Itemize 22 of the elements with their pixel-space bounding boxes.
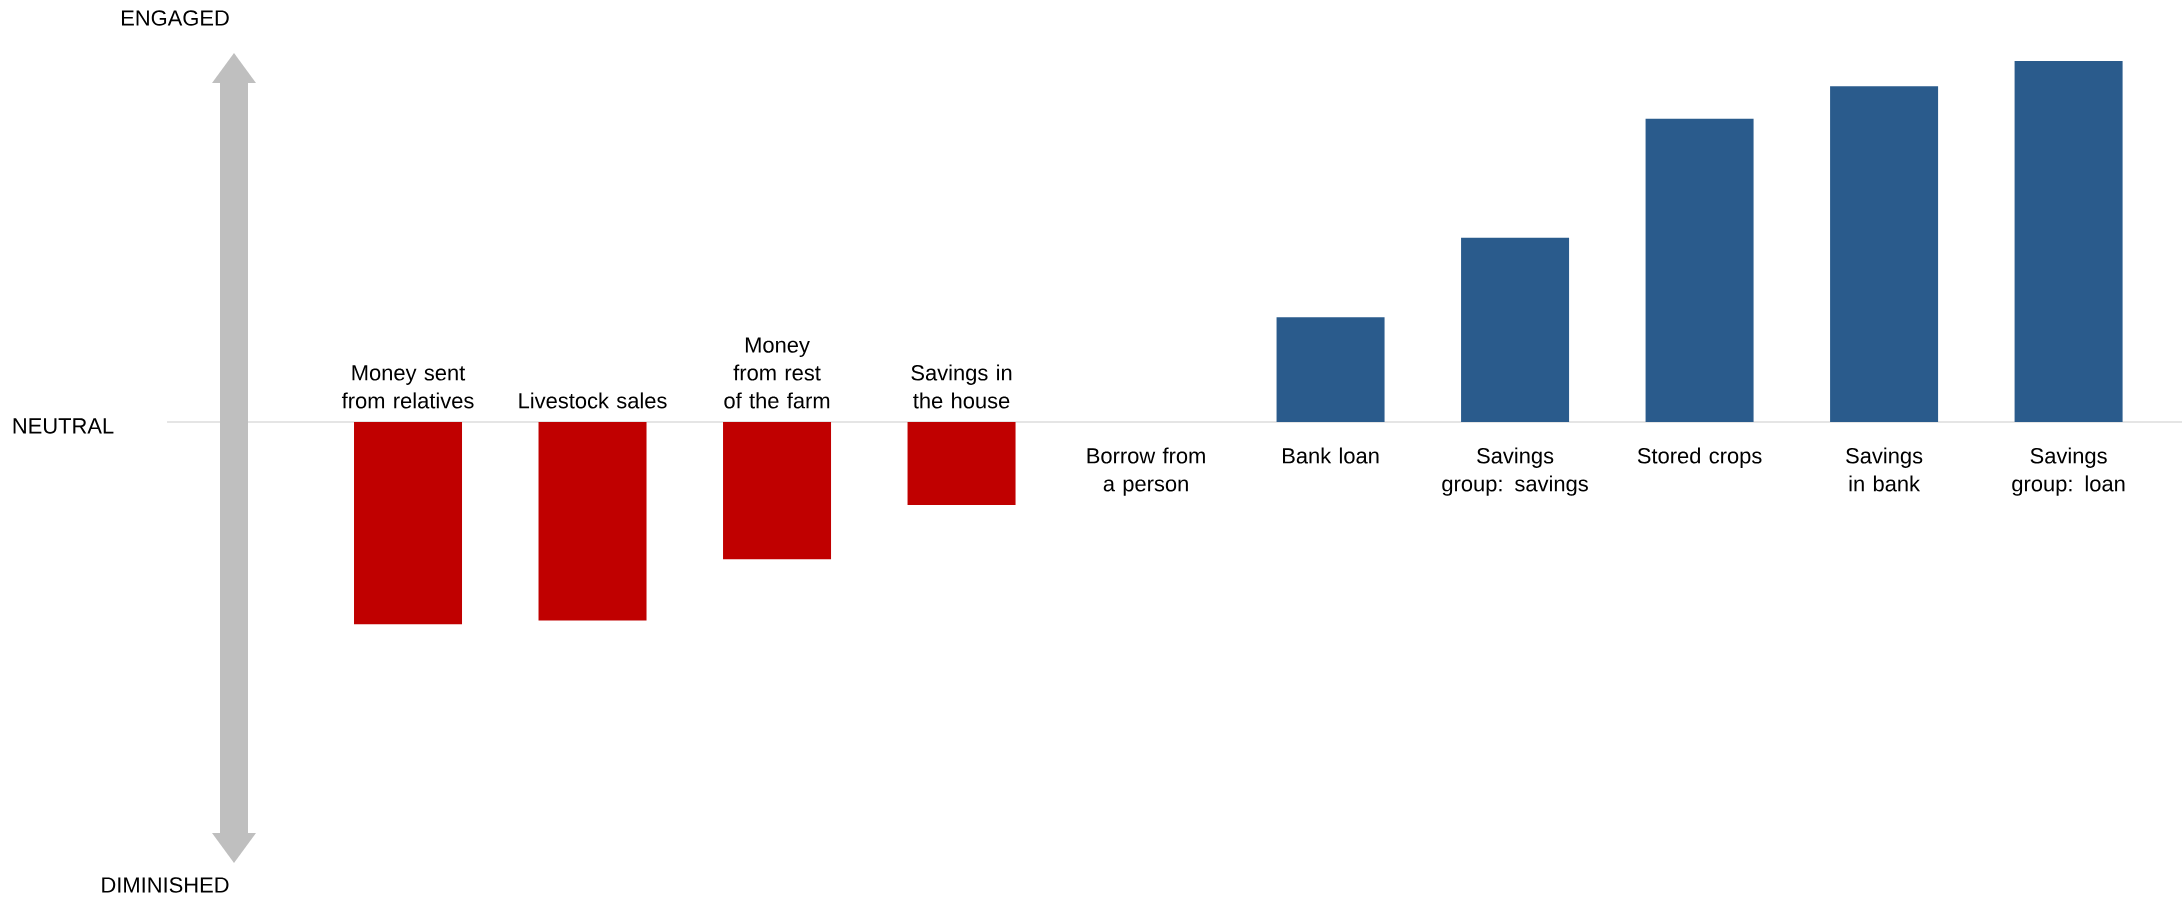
bar [1276,317,1385,422]
text: NEUTRAL [13,418,114,434]
x-tick-label: Savings group: loan [2012,447,2125,496]
bar [1830,86,1939,422]
bar [907,421,1016,506]
x-tick-label: Bank loan [1283,447,1379,464]
x-tick-label: Livestock sales [519,392,667,409]
text: DIMINISHED [102,877,229,893]
bar [354,421,463,625]
x-tick-label: Money from rest of the farm [724,337,830,409]
x-tick-label: Savings in the house [911,364,1012,409]
x-tick-label: Stored crops [1637,447,1762,468]
text: ENGAGED [122,10,229,26]
bar [538,421,647,621]
x-tick-label: Borrow from a person [1087,447,1205,496]
x-tick-label: Money sent from relatives [341,365,474,409]
bar [723,421,832,560]
bar [2014,60,2123,422]
x-tick-label: Savings in bank [1846,447,1923,492]
bar [1461,237,1570,422]
bar [1645,118,1754,422]
x-tick-label: Savings group: savings [1442,447,1588,496]
